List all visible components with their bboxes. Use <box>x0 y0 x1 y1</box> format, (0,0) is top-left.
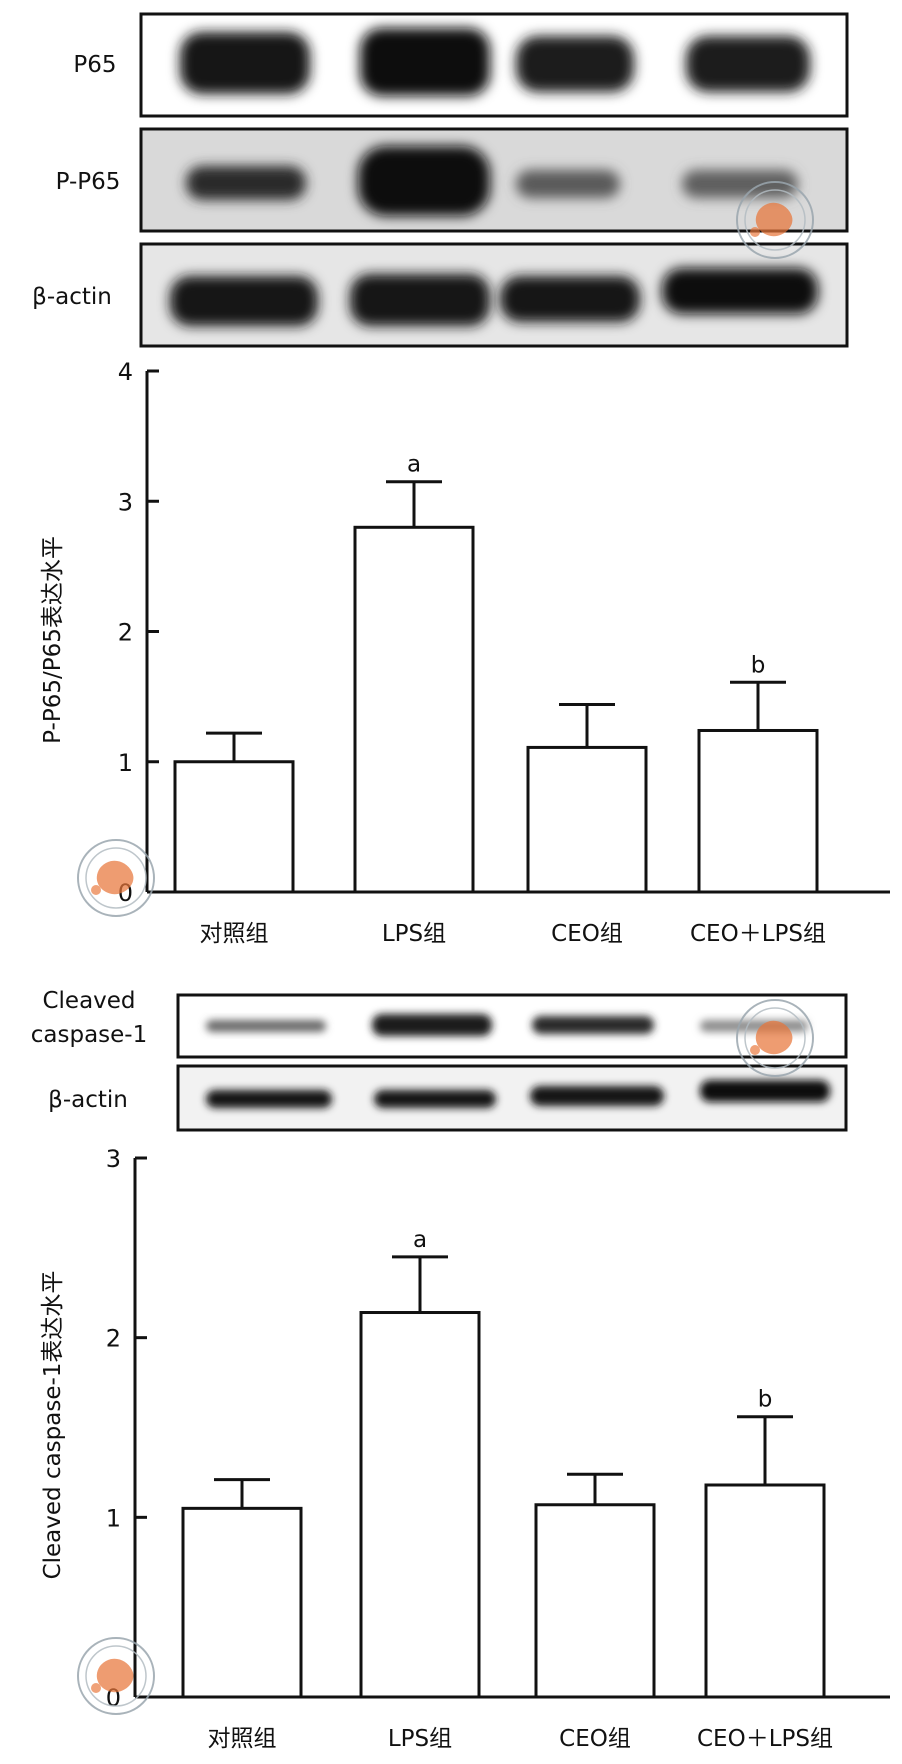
bars: 对照组 a LPS组 CEO组 b CEO＋LPS组 <box>173 452 826 947</box>
bar <box>359 1311 481 1699</box>
y-tick-label: 1 <box>106 1504 121 1532</box>
blot-band <box>682 170 798 198</box>
blot-label-caspase-1: caspase-1 <box>31 1022 147 1048</box>
x-category-label: LPS组 <box>388 1726 452 1752</box>
blot-label-p-p65: P-P65 <box>56 169 121 195</box>
blot-panel-1: P65 P-P65 β-actin <box>32 12 849 348</box>
blot-row-beta-actin <box>176 1064 848 1132</box>
blot-band <box>686 36 810 92</box>
blot-band <box>372 1014 492 1036</box>
blot-panel-2: Cleaved caspase-1 β-actin <box>31 988 848 1132</box>
blot-label-cleaved: Cleaved <box>42 988 135 1014</box>
bar <box>173 760 295 894</box>
blot-band <box>206 1090 332 1108</box>
y-tick-label: 4 <box>118 358 133 386</box>
x-category-label: 对照组 <box>208 1726 277 1752</box>
significance-label: a <box>413 1227 427 1253</box>
blot-band <box>374 1090 496 1108</box>
blot-band <box>360 28 490 96</box>
blot-band <box>170 276 318 326</box>
blot-band <box>180 32 310 94</box>
y-tick-label: 2 <box>118 619 133 647</box>
y-axis-label: P-P65/P65表达水平 <box>40 536 66 744</box>
blot-frame <box>139 127 849 233</box>
blot-row-beta-actin <box>139 242 849 348</box>
blot-band <box>516 36 634 92</box>
blot-label-p65: P65 <box>73 52 116 78</box>
x-category-label: 对照组 <box>200 921 269 947</box>
blot-frame <box>139 12 849 118</box>
bar <box>181 1506 303 1699</box>
blot-row-p-p65 <box>139 127 849 233</box>
blot-label-beta-actin: β-actin <box>48 1087 128 1113</box>
bar <box>526 745 648 894</box>
blot-band <box>186 166 306 200</box>
blot-band <box>350 274 490 326</box>
blot-row-p65 <box>139 12 849 118</box>
x-category-label: CEO组 <box>559 1726 631 1752</box>
significance-label: a <box>407 452 421 478</box>
x-category-label: CEO组 <box>551 921 623 947</box>
x-category-label: CEO＋LPS组 <box>697 1726 833 1752</box>
blot-band <box>500 276 640 322</box>
y-axis-label: Cleaved caspase-1表达水平 <box>40 1271 66 1580</box>
y-tick-label: 1 <box>118 749 133 777</box>
blot-frame <box>176 1064 848 1132</box>
y-tick-label: 3 <box>118 488 133 516</box>
blot-band <box>516 170 620 198</box>
blot-band <box>532 1016 654 1034</box>
blot-frame <box>176 993 848 1059</box>
significance-label: b <box>758 1387 773 1413</box>
blot-band <box>358 146 490 216</box>
x-category-label: LPS组 <box>382 921 446 947</box>
bar <box>353 525 475 894</box>
blot-band <box>206 1020 326 1032</box>
bar <box>534 1503 656 1699</box>
blot-band <box>530 1086 664 1106</box>
x-category-label: CEO＋LPS组 <box>690 921 826 947</box>
blot-band <box>700 1080 830 1102</box>
bar <box>704 1483 826 1699</box>
blot-band <box>700 1020 808 1032</box>
y-tick-label: 2 <box>106 1325 121 1353</box>
significance-label: b <box>751 652 766 678</box>
blot-row-cleaved-caspase-1 <box>176 993 848 1059</box>
blot-frame <box>139 242 849 348</box>
blot-band <box>662 268 818 314</box>
blot-label-beta-actin: β-actin <box>32 284 112 310</box>
y-tick-label: 3 <box>106 1145 121 1173</box>
bars: 对照组 a LPS组 CEO组 b CEO＋LPS组 <box>181 1227 833 1752</box>
bar <box>697 728 819 894</box>
